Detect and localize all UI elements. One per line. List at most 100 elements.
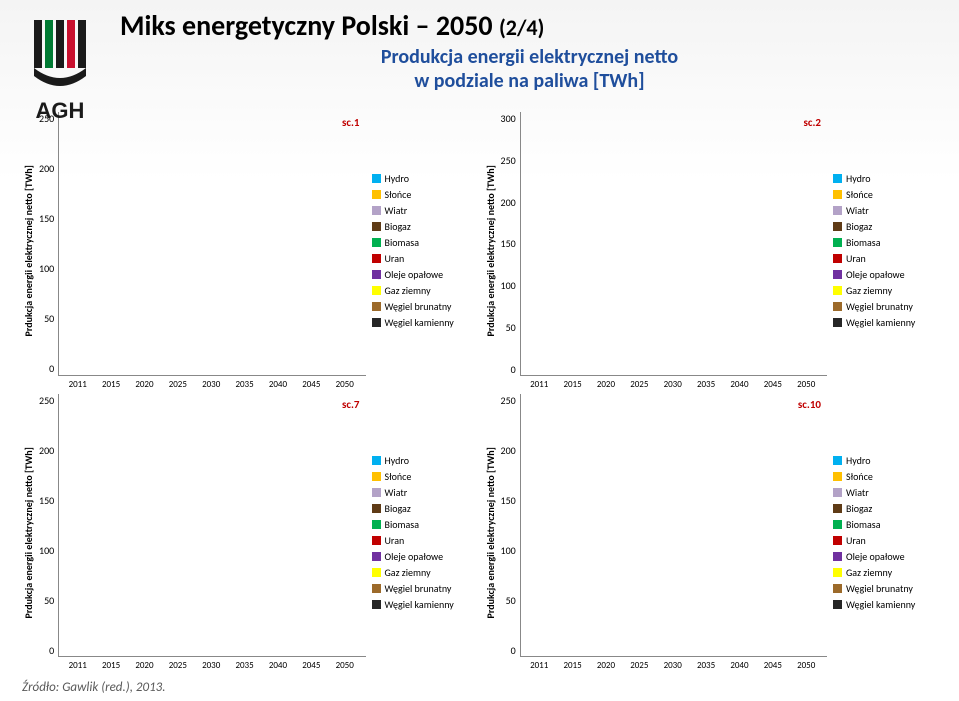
legend-label: Węgiel brunatny [385,582,452,595]
swatch-wiatr [372,488,381,497]
legend-item-wegiel_kamienny: Węgiel kamienny [372,598,476,611]
swatch-wegiel_kamienny [372,318,381,327]
legend-item-wegiel_kamienny: Węgiel kamienny [833,316,937,329]
legend-item-oleje_opalowe: Oleje opałowe [372,550,476,563]
swatch-wegiel_brunatny [833,584,842,593]
legend-label: Hydro [846,172,871,185]
legend-label: Biogaz [846,502,872,515]
swatch-biogaz [833,222,842,231]
swatch-slonce [833,472,842,481]
x-axis: 201120152020202520302035204020452050 [37,376,366,390]
swatch-wiatr [372,206,381,215]
legend-item-uran: Uran [833,252,937,265]
legend-item-biogaz: Biogaz [372,502,476,515]
legend-label: Biomasa [846,518,881,531]
swatch-biomasa [372,238,381,247]
swatch-slonce [372,190,381,199]
legend-item-wiatr: Wiatr [833,204,937,217]
chart-sc.10: Prdukcja energii elektrycznej netto [TWh… [482,394,940,672]
legend-label: Hydro [846,454,871,467]
plot-area [520,112,827,376]
legend-label: Wiatr [385,204,408,217]
legend-label: Węgiel kamienny [846,316,915,329]
legend-label: Oleje opałowe [846,268,905,281]
legend-label: Biogaz [846,220,872,233]
swatch-oleje_opalowe [833,270,842,279]
charts-grid: Prdukcja energii elektrycznej netto [TWh… [20,112,939,671]
title-sub: (2/4) [499,14,544,41]
legend-item-hydro: Hydro [372,172,476,185]
swatch-gaz_ziemny [372,568,381,577]
legend-label: Hydro [385,454,410,467]
legend-label: Oleje opałowe [846,550,905,563]
legend-item-slonce: Słońce [833,470,937,483]
plot-area [58,394,365,658]
y-axis-label: Prdukcja energii elektrycznej netto [TWh… [482,394,499,672]
legend-item-wegiel_brunatny: Węgiel brunatny [372,582,476,595]
swatch-oleje_opalowe [372,270,381,279]
legend-label: Uran [385,252,405,265]
legend-item-biogaz: Biogaz [833,502,937,515]
legend-label: Gaz ziemny [846,284,892,297]
chart-sc.7: Prdukcja energii elektrycznej netto [TWh… [20,394,478,672]
x-axis: 201120152020202520302035204020452050 [499,657,828,671]
scenario-label: sc.2 [803,116,821,129]
legend-label: Uran [385,534,405,547]
swatch-gaz_ziemny [833,568,842,577]
legend-label: Węgiel brunatny [846,582,913,595]
legend-item-wiatr: Wiatr [372,486,476,499]
swatch-biogaz [833,504,842,513]
swatch-uran [833,536,842,545]
y-ticks: 250200150100500 [499,394,520,658]
legend-item-biomasa: Biomasa [372,518,476,531]
swatch-uran [372,536,381,545]
swatch-gaz_ziemny [372,286,381,295]
y-axis-label: Prdukcja energii elektrycznej netto [TWh… [482,112,499,390]
swatch-biogaz [372,222,381,231]
legend-label: Węgiel kamienny [385,598,454,611]
legend-label: Słońce [846,470,873,483]
y-axis-label: Prdukcja energii elektrycznej netto [TWh… [20,394,37,672]
swatch-wegiel_kamienny [833,318,842,327]
legend-label: Węgiel kamienny [846,598,915,611]
swatch-uran [372,254,381,263]
swatch-biomasa [372,520,381,529]
legend-label: Biogaz [385,220,411,233]
legend-item-biomasa: Biomasa [372,236,476,249]
legend-label: Biomasa [385,518,420,531]
legend-item-wiatr: Wiatr [372,204,476,217]
legend-label: Oleje opałowe [385,268,444,281]
legend-item-biogaz: Biogaz [833,220,937,233]
legend-label: Gaz ziemny [846,566,892,579]
legend-label: Gaz ziemny [385,284,431,297]
chart-sc.2: Prdukcja energii elektrycznej netto [TWh… [482,112,940,390]
page-title: Miks energetyczny Polski – 2050 (2/4) [120,8,939,43]
legend-item-oleje_opalowe: Oleje opałowe [372,268,476,281]
legend-item-biomasa: Biomasa [833,518,937,531]
legend-label: Wiatr [846,486,869,499]
legend-label: Hydro [385,172,410,185]
swatch-wegiel_kamienny [833,600,842,609]
legend-label: Biomasa [846,236,881,249]
swatch-biogaz [372,504,381,513]
legend-label: Węgiel kamienny [385,316,454,329]
legend-label: Węgiel brunatny [846,300,913,313]
subtitle: Produkcja energii elektrycznej netto w p… [120,45,939,93]
swatch-slonce [833,190,842,199]
legend-item-hydro: Hydro [833,172,937,185]
header: Miks energetyczny Polski – 2050 (2/4) Pr… [120,8,939,93]
legend-item-wegiel_brunatny: Węgiel brunatny [833,582,937,595]
legend-label: Wiatr [385,486,408,499]
swatch-hydro [372,174,381,183]
swatch-hydro [372,456,381,465]
legend-label: Słońce [385,470,412,483]
legend-item-uran: Uran [372,252,476,265]
legend-label: Uran [846,252,866,265]
swatch-slonce [372,472,381,481]
legend-item-biomasa: Biomasa [833,236,937,249]
swatch-wegiel_kamienny [372,600,381,609]
legend-label: Oleje opałowe [385,550,444,563]
source-citation: Źródło: Gawlik (red.), 2013. [22,680,166,695]
legend-item-hydro: Hydro [372,454,476,467]
legend-item-uran: Uran [372,534,476,547]
